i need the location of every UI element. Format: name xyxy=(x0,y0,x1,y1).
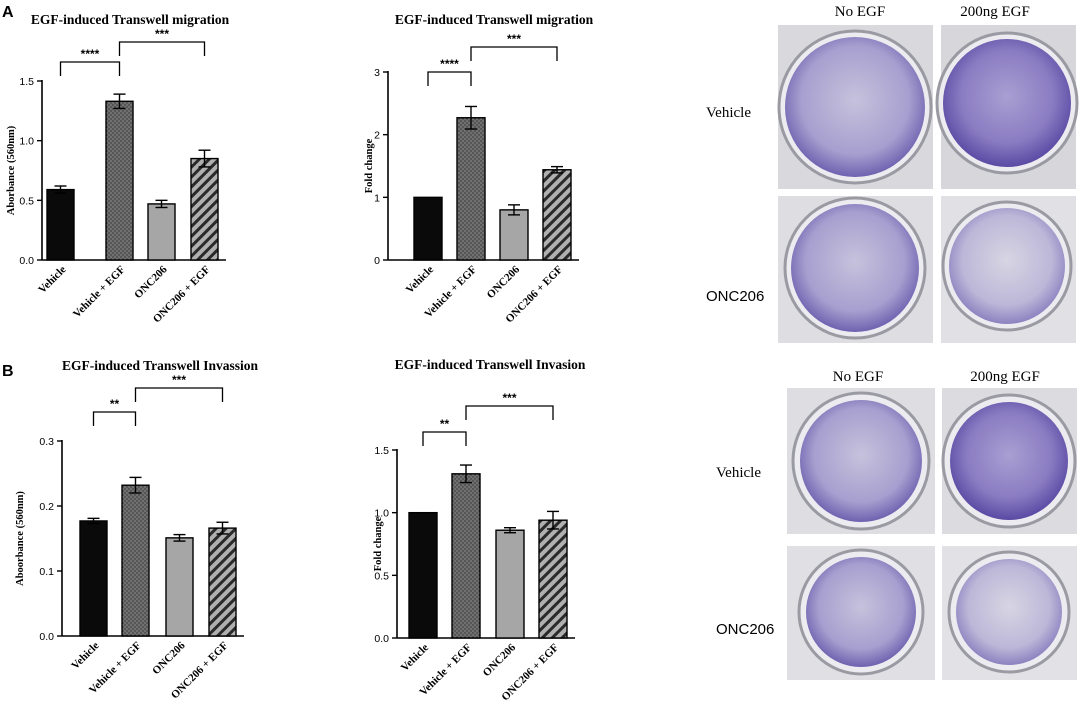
bar-onc206 xyxy=(165,537,194,637)
bar-vehicle-egf xyxy=(105,100,134,261)
migration-col-200ng-egf: 200ng EGF xyxy=(960,4,1030,20)
chart-title: EGF-induced Transwell Invassion xyxy=(62,358,259,373)
x-tick-label: Vehicle + EGF xyxy=(71,263,128,320)
chart-title: EGF-induced Transwell migration xyxy=(395,12,594,27)
bar-onc206-egf xyxy=(190,157,219,261)
significance-bracket xyxy=(470,46,558,61)
invasion-col-200ng-egf: 200ng EGF xyxy=(970,369,1040,385)
significance-bracket xyxy=(59,61,121,76)
y-tick-label: 0 xyxy=(374,255,380,267)
y-tick-label: 0.0 xyxy=(39,631,54,643)
y-tick-label: 1.5 xyxy=(374,445,389,457)
migration-row-vehicle: Vehicle xyxy=(706,105,751,121)
y-tick-label: 1.0 xyxy=(374,508,389,520)
y-tick-label: 0.0 xyxy=(374,633,389,645)
significance-bracket xyxy=(465,405,554,420)
significance-bracket xyxy=(92,411,137,426)
x-tick-label: Vehicle xyxy=(69,640,101,672)
chart-b1-invasion-absorbance: EGF-induced Transwell Invassion Aboorbanc… xyxy=(15,358,259,701)
migration-col-no-egf: No EGF xyxy=(835,4,885,20)
invasion-col-no-egf: No EGF xyxy=(833,369,883,385)
significance-bracket xyxy=(118,41,206,56)
y-tick-label: 0.2 xyxy=(39,501,54,513)
panel-label-a: A xyxy=(2,4,14,21)
chart-title: EGF-induced Transwell migration xyxy=(31,12,230,27)
significance-label: **** xyxy=(440,57,459,71)
bar-vehicle xyxy=(413,196,443,261)
y-tick-label: 0.3 xyxy=(39,436,54,448)
migration-photo-panel: No EGF 200ng EGF Vehicle ONC206 xyxy=(706,4,1079,343)
y-tick-label: 1.0 xyxy=(19,136,34,148)
bar-onc206-egf xyxy=(208,527,237,637)
significance-label: *** xyxy=(155,27,169,41)
significance-bracket xyxy=(422,431,467,446)
significance-label: ** xyxy=(440,417,450,431)
bar-vehicle-egf xyxy=(456,117,486,261)
well-photo-invasion-onc206-no-egf xyxy=(787,546,935,680)
chart-a1-migration-absorbance: EGF-induced Transwell migration Aborbance… xyxy=(6,12,230,325)
well-photo-invasion-vehicle-200ng-egf xyxy=(941,388,1077,534)
well-photo-migration-onc206-no-egf xyxy=(778,196,933,343)
x-tick-label: ONC206 xyxy=(150,639,188,677)
significance-bracket xyxy=(427,71,472,86)
significance-label: *** xyxy=(172,373,186,387)
invasion-photo-panel: No EGF 200ng EGF Vehicle ONC206 xyxy=(716,369,1077,680)
well-photo-invasion-onc206-200ng-egf xyxy=(942,546,1077,680)
chart-a2-migration-fold-change: EGF-induced Transwell migration Fold chan… xyxy=(364,12,594,325)
x-tick-label: ONC206 xyxy=(132,263,170,301)
y-axis-label: Aborbance (560nm) xyxy=(6,125,17,215)
y-axis-label: Aboorbance (560nm) xyxy=(15,491,26,586)
bar-onc206 xyxy=(147,203,176,261)
bar-onc206 xyxy=(499,209,529,261)
invasion-row-vehicle: Vehicle xyxy=(716,465,761,481)
well-photo-invasion-vehicle-no-egf xyxy=(787,388,935,534)
x-tick-label: ONC206 xyxy=(485,263,523,301)
bar-vehicle-egf xyxy=(121,484,150,637)
invasion-row-onc206: ONC206 xyxy=(716,621,774,638)
x-tick-label: Vehicle xyxy=(36,264,68,296)
y-tick-label: 0.1 xyxy=(39,566,54,578)
significance-label: *** xyxy=(507,32,521,46)
y-axis-label: Fold change xyxy=(373,516,384,571)
bar-onc206-egf xyxy=(538,519,568,639)
chart-title: EGF-induced Transwell Invasion xyxy=(395,357,586,372)
chart-b2-invasion-fold-change: EGF-induced Transwell Invasion Fold chang… xyxy=(373,357,586,703)
y-tick-label: 0.5 xyxy=(374,570,389,582)
x-tick-label: Vehicle xyxy=(404,264,436,296)
significance-label: **** xyxy=(81,47,100,61)
y-tick-label: 0.5 xyxy=(19,195,34,207)
significance-label: ** xyxy=(110,397,120,411)
y-tick-label: 1.5 xyxy=(19,76,34,88)
bar-vehicle xyxy=(408,511,438,639)
well-photo-migration-vehicle-no-egf xyxy=(777,25,933,189)
x-tick-label: ONC206 xyxy=(481,641,519,679)
migration-row-onc206: ONC206 xyxy=(706,288,764,305)
bar-vehicle-egf xyxy=(451,473,481,639)
y-axis-label: Fold change xyxy=(364,138,375,193)
x-tick-label: Vehicle xyxy=(399,642,431,674)
y-tick-label: 0.0 xyxy=(19,255,34,267)
bar-onc206-egf xyxy=(542,169,572,261)
y-tick-label: 2 xyxy=(374,130,380,142)
bar-vehicle xyxy=(46,188,75,261)
panel-label-b: B xyxy=(2,363,14,380)
significance-label: *** xyxy=(502,391,516,405)
well-photo-migration-vehicle-200ng-egf xyxy=(935,25,1079,189)
bar-vehicle xyxy=(79,520,108,637)
well-photo-migration-onc206-200ng-egf xyxy=(941,196,1076,343)
significance-bracket xyxy=(134,387,224,402)
y-tick-label: 1 xyxy=(374,192,380,204)
bar-onc206 xyxy=(495,529,525,639)
y-tick-label: 3 xyxy=(374,67,380,79)
